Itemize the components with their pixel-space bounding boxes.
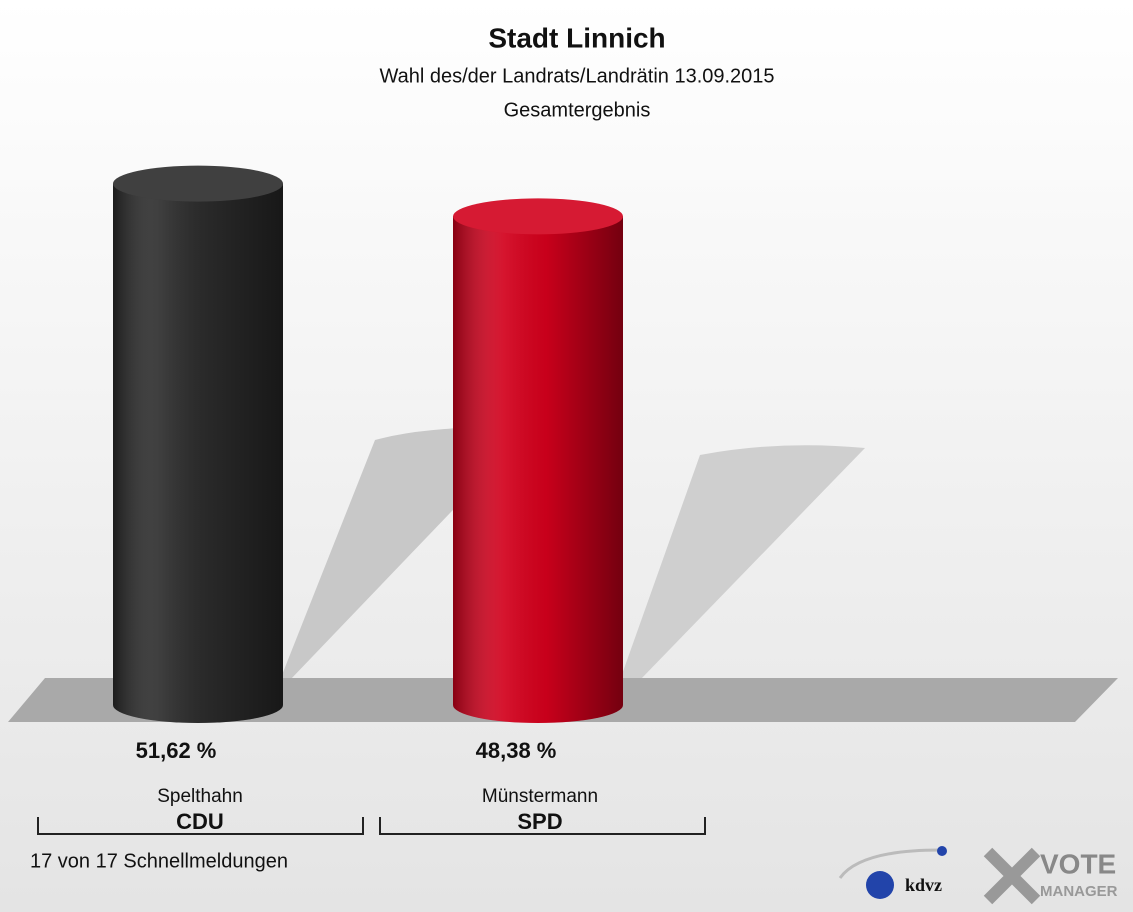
party-label: SPD	[517, 809, 562, 834]
bar-shading	[113, 183, 283, 723]
shadow	[620, 445, 865, 680]
value-label: 51,62 %	[136, 738, 217, 763]
logo: kdvz VOTE MANAGER	[838, 846, 1118, 905]
bars	[113, 165, 623, 723]
logo-text: MANAGER	[1040, 883, 1118, 900]
logo-ball	[937, 846, 947, 856]
bar-top	[453, 198, 623, 235]
category-label: Münstermann	[482, 786, 598, 807]
chart-subtitle: Wahl des/der Landrats/Landrätin 13.09.20…	[379, 65, 774, 87]
party-label: CDU	[176, 809, 224, 834]
value-label: 48,38 %	[476, 738, 557, 763]
logo-text: VOTE	[1040, 848, 1116, 879]
logo-x	[983, 847, 1041, 905]
footnote: 17 von 17 Schnellmeldungen	[30, 850, 288, 872]
bar-top	[113, 165, 283, 202]
logo-ball	[866, 871, 894, 899]
category-label: Spelthahn	[157, 786, 243, 807]
bar-top-shading	[113, 165, 283, 202]
bar-shading	[453, 216, 623, 723]
chart-title: Stadt Linnich	[488, 22, 665, 53]
bracket	[37, 817, 364, 835]
logo-text: kdvz	[905, 875, 942, 895]
bracket	[379, 817, 706, 835]
logo-swoosh	[838, 848, 941, 879]
bar-top-shading	[453, 198, 623, 235]
chart-subtitle: Gesamtergebnis	[504, 99, 651, 121]
